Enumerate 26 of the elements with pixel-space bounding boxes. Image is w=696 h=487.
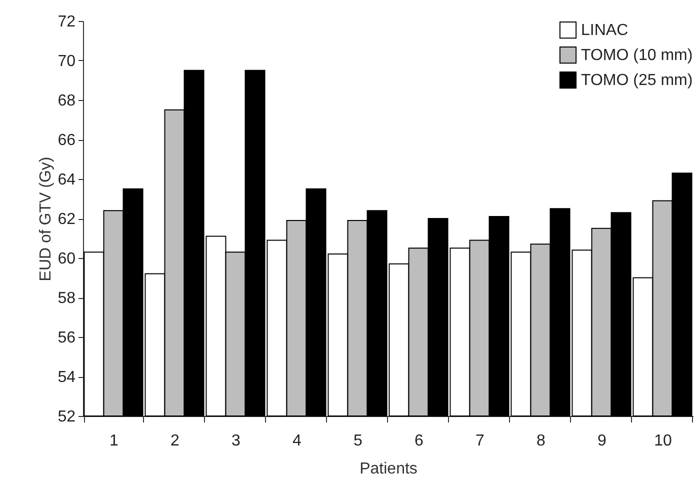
y-tick-label: 62	[58, 211, 76, 228]
y-tick-label: 72	[58, 14, 76, 30]
legend-label: TOMO (10 mm)	[581, 47, 693, 64]
x-tick-label: 4	[292, 432, 302, 450]
legend-label: TOMO (25 mm)	[581, 72, 693, 89]
x-tick-label: 7	[476, 432, 485, 450]
y-tick-label: 58	[58, 290, 76, 307]
legend-label: LINAC	[581, 22, 628, 39]
y-axis-title: EUD of GTV (Gy)	[38, 156, 55, 282]
x-tick-label: 6	[414, 432, 424, 450]
x-tick-label: 3	[232, 432, 241, 450]
y-tick-label: 52	[58, 408, 76, 426]
x-tick-label: 10	[654, 432, 672, 450]
y-tick-label: 54	[58, 369, 76, 386]
x-tick-label: 9	[598, 432, 607, 450]
x-tick-label: 8	[536, 432, 546, 450]
y-tick-label: 66	[58, 132, 76, 149]
y-tick-label: 64	[58, 172, 76, 188]
y-tick-label: 70	[58, 53, 76, 70]
y-tick-label: 60	[58, 250, 76, 268]
x-axis-title: Patients	[360, 460, 418, 478]
y-tick-label: 56	[58, 330, 76, 346]
y-tick-label: 68	[58, 92, 76, 110]
x-tick-label: 5	[354, 432, 363, 450]
x-tick-label: 1	[110, 432, 119, 450]
x-tick-label: 2	[170, 432, 180, 450]
